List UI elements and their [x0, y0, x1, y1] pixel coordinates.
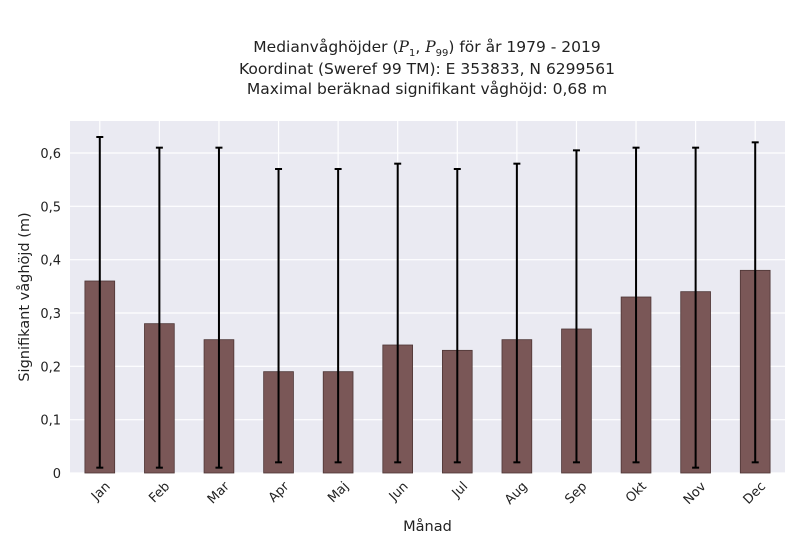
x-tick-label: Nov	[681, 479, 710, 508]
x-tick-label: Aug	[502, 479, 531, 508]
y-axis-label: Signifikant våghöjd (m)	[16, 212, 33, 381]
title-line-1: Medianvåghöjder (P1, P99) för år 1979 - …	[253, 38, 600, 59]
y-tick-label: 0,5	[40, 200, 61, 215]
x-tick-label: Okt	[623, 479, 650, 506]
y-tick-label: 0,2	[40, 360, 61, 375]
title-line-3: Maximal beräknad signifikant våghöjd: 0,…	[247, 80, 607, 98]
y-tick-label: 0	[53, 467, 61, 482]
chart-title: Medianvåghöjder (P1, P99) för år 1979 - …	[239, 38, 615, 98]
y-tick-label: 0,3	[40, 307, 61, 322]
x-axis-label: Månad	[403, 518, 452, 535]
y-tick-labels: 0 0,1 0,2 0,3 0,4 0,5 0,6	[40, 147, 61, 482]
x-tick-label: Mar	[205, 479, 233, 507]
plot-area	[70, 121, 785, 473]
x-tick-label: Jan	[88, 479, 113, 504]
y-tick-label: 0,6	[40, 147, 61, 162]
y-tick-label: 0,1	[40, 414, 61, 429]
y-tick-label: 0,4	[40, 254, 61, 269]
x-tick-label: Dec	[741, 479, 769, 507]
title-line-2: Koordinat (Sweref 99 TM): E 353833, N 62…	[239, 60, 615, 78]
error-bars	[96, 136, 759, 469]
x-tick-label: Apr	[266, 479, 293, 506]
x-tick-label: Jun	[386, 479, 412, 505]
x-tick-label: Feb	[146, 479, 173, 506]
x-tick-label: Sep	[562, 479, 590, 507]
x-tick-label: Maj	[325, 479, 352, 506]
x-tick-label: Jul	[449, 479, 471, 501]
x-tick-labels: Jan Feb Mar Apr Maj Jun Jul Aug Sep Okt Nov Dec	[88, 479, 769, 508]
